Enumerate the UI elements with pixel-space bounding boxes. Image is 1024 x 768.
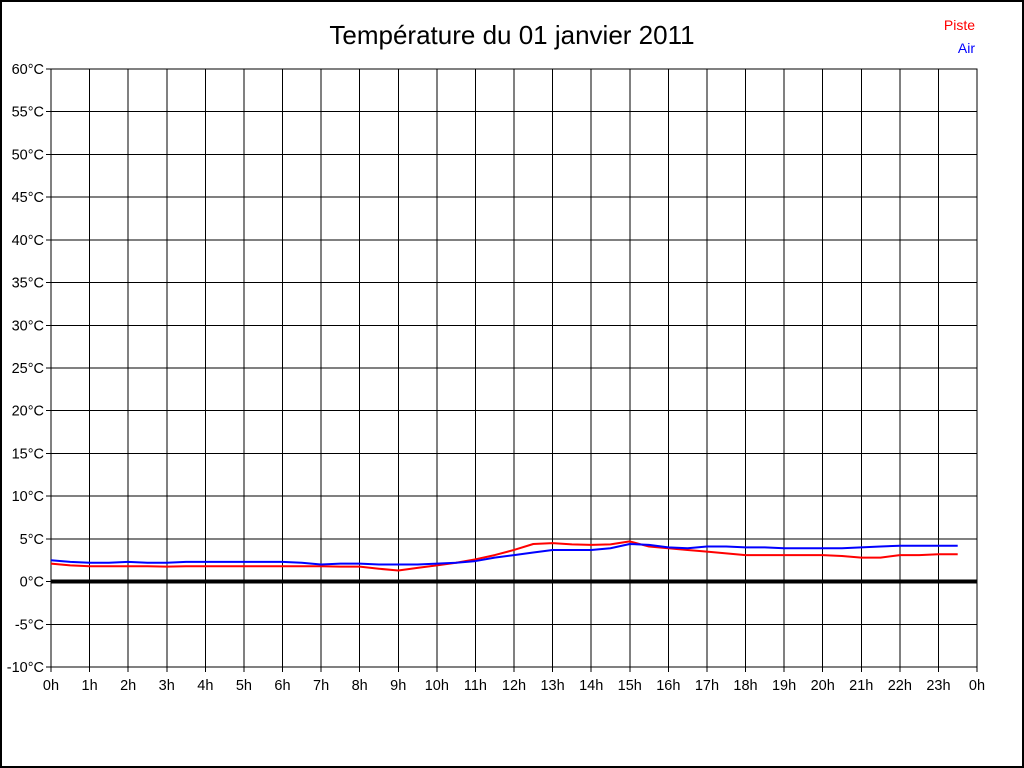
x-axis-label: 14h <box>579 678 603 694</box>
y-axis-label: 35°C <box>12 276 44 292</box>
y-axis-label: 60°C <box>12 62 44 78</box>
x-axis-label: 8h <box>352 678 368 694</box>
y-axis-label: 5°C <box>20 532 44 548</box>
x-axis-label: 23h <box>926 678 950 694</box>
y-axis-label: 25°C <box>12 361 44 377</box>
y-axis-label: -5°C <box>15 617 44 633</box>
x-axis-label: 0h <box>43 678 59 694</box>
x-axis-label: 19h <box>772 678 796 694</box>
x-axis-label: 17h <box>695 678 719 694</box>
y-axis-label: 10°C <box>12 489 44 505</box>
x-axis-label: 12h <box>502 678 526 694</box>
x-axis-label: 15h <box>618 678 642 694</box>
y-axis-label: 15°C <box>12 446 44 462</box>
legend-item-air: Air <box>957 40 975 56</box>
x-axis-label: 20h <box>811 678 835 694</box>
chart-title: Température du 01 janvier 2011 <box>329 20 695 50</box>
x-axis-label: 3h <box>159 678 175 694</box>
series-line-air <box>50 542 958 566</box>
x-axis-label: 11h <box>464 678 487 694</box>
y-axis-label: 40°C <box>12 233 44 249</box>
x-axis-label: 13h <box>540 678 564 694</box>
x-axis-label: 1h <box>82 678 98 694</box>
x-axis-label: 9h <box>390 678 406 694</box>
y-axis-label: -10°C <box>7 660 44 676</box>
plot-border <box>50 68 978 668</box>
x-axis-label: 16h <box>656 678 680 694</box>
x-axis-label: 4h <box>197 678 213 694</box>
x-axis-label: 21h <box>849 678 873 694</box>
x-axis-label: 22h <box>888 678 912 694</box>
x-axis-label: 0h <box>969 678 985 694</box>
y-axis-label: 20°C <box>12 404 44 420</box>
x-axis-label: 6h <box>274 678 290 694</box>
y-axis-label: 55°C <box>12 105 44 121</box>
series-line-piste <box>50 540 958 572</box>
y-axis-label: 50°C <box>12 147 44 163</box>
x-axis-label: 10h <box>425 678 449 694</box>
legend-item-piste: Piste <box>943 17 975 33</box>
x-axis-label: 18h <box>733 678 757 694</box>
legend: Piste Air <box>944 14 975 60</box>
y-axis-label: 30°C <box>12 318 44 334</box>
y-axis-label: 45°C <box>12 190 44 206</box>
x-axis-label: 5h <box>236 678 252 694</box>
y-axis-label: 0°C <box>20 575 44 591</box>
x-axis-label: 7h <box>313 678 329 694</box>
x-axis-label: 2h <box>120 678 136 694</box>
